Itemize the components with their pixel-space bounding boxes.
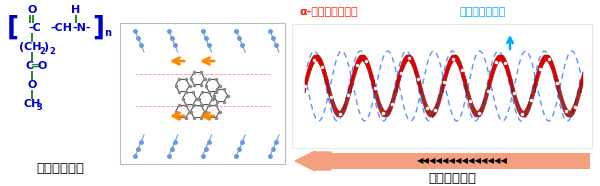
Text: -C: -C	[28, 23, 41, 33]
Text: H: H	[71, 5, 80, 15]
Text: -N-: -N-	[72, 23, 91, 33]
Text: ): )	[43, 42, 48, 52]
Text: ◀◀◀◀◀◀◀◀◀◀◀◀◀◀: ◀◀◀◀◀◀◀◀◀◀◀◀◀◀	[417, 156, 508, 166]
Text: O: O	[28, 5, 37, 15]
Text: 2: 2	[49, 46, 55, 55]
Text: C: C	[25, 61, 33, 71]
Text: 分子内水素結合: 分子内水素結合	[460, 7, 506, 17]
Polygon shape	[420, 79, 443, 117]
Text: CH: CH	[23, 99, 40, 109]
Text: -CH: -CH	[50, 23, 72, 33]
FancyBboxPatch shape	[120, 23, 285, 164]
Text: ]: ]	[92, 15, 104, 41]
Text: ポリペプチド: ポリペプチド	[36, 161, 84, 174]
Text: 3: 3	[36, 103, 42, 113]
Polygon shape	[305, 55, 328, 93]
Polygon shape	[581, 72, 583, 93]
FancyArrow shape	[295, 151, 331, 171]
FancyBboxPatch shape	[315, 153, 590, 169]
Polygon shape	[489, 55, 512, 93]
FancyBboxPatch shape	[292, 24, 592, 148]
Polygon shape	[328, 79, 351, 117]
Text: O: O	[27, 80, 37, 90]
Text: 棒状蔕旋構造: 棒状蔕旋構造	[428, 171, 476, 185]
Polygon shape	[512, 79, 535, 117]
Text: =: =	[31, 61, 40, 71]
Polygon shape	[443, 55, 466, 93]
Polygon shape	[374, 79, 397, 117]
Text: (CH: (CH	[19, 42, 41, 52]
Text: 2: 2	[39, 46, 45, 55]
Text: O: O	[37, 61, 46, 71]
Polygon shape	[397, 55, 420, 93]
Polygon shape	[351, 55, 374, 93]
Text: [: [	[7, 15, 19, 41]
Polygon shape	[466, 79, 489, 117]
Polygon shape	[558, 79, 581, 117]
Text: α-ヘリックス構造: α-ヘリックス構造	[300, 7, 359, 17]
Polygon shape	[535, 55, 558, 93]
Text: n: n	[104, 28, 111, 38]
